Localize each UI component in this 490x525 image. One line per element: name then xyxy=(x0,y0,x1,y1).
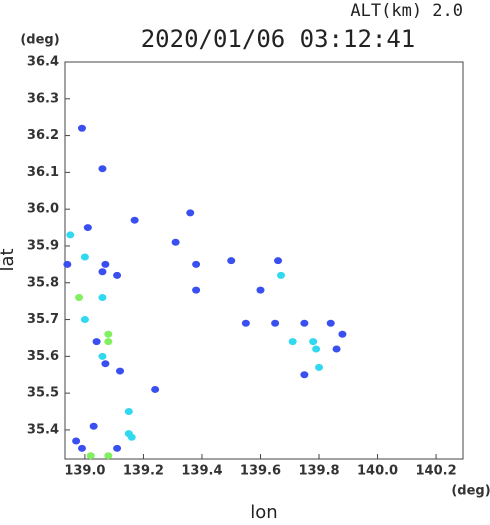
echo-point xyxy=(80,253,89,261)
y-tick-label: 36.1 xyxy=(27,165,59,180)
y-tick-label: 35.8 xyxy=(27,275,59,290)
echo-point xyxy=(101,360,110,368)
echo-point xyxy=(288,338,297,346)
y-tick-label: 36.4 xyxy=(27,55,59,70)
x-tick-label: 140.0 xyxy=(357,464,398,479)
echo-point xyxy=(104,330,113,338)
echo-point xyxy=(241,319,250,327)
echo-point xyxy=(332,345,341,353)
chart-title: 2020/01/06 03:12:41 xyxy=(141,25,416,53)
echo-point xyxy=(124,408,133,416)
echo-point xyxy=(338,330,347,338)
echo-point xyxy=(271,319,280,327)
echo-point xyxy=(86,452,95,460)
echo-point xyxy=(75,293,84,301)
echo-point xyxy=(89,422,98,430)
echo-point xyxy=(300,319,309,327)
echo-point xyxy=(192,286,201,294)
echo-point xyxy=(92,338,101,346)
echo-point xyxy=(83,224,92,232)
echo-point xyxy=(63,260,72,268)
y-tick-label: 35.5 xyxy=(27,386,59,401)
echo-point xyxy=(104,338,113,346)
echo-point xyxy=(80,316,89,324)
echo-point xyxy=(104,452,113,460)
echo-point xyxy=(192,260,201,268)
x-tick-label: 139.8 xyxy=(298,464,339,479)
echo-point xyxy=(171,238,180,246)
chart-subtitle: ALT(km) 2.0 xyxy=(350,1,463,21)
echo-point xyxy=(66,231,75,239)
echo-point xyxy=(274,257,283,265)
x-axis-label: lon xyxy=(250,502,277,521)
echo-point xyxy=(276,271,285,279)
echo-point xyxy=(77,444,86,452)
y-tick-label: 35.4 xyxy=(27,422,59,437)
echo-point xyxy=(256,286,265,294)
echo-point xyxy=(312,345,321,353)
echo-point xyxy=(101,260,110,268)
y-tick-label: 36.3 xyxy=(27,91,59,106)
y-unit: (deg) xyxy=(20,33,59,48)
y-tick-label: 35.6 xyxy=(27,349,59,364)
echo-point xyxy=(98,268,107,276)
y-tick-label: 35.9 xyxy=(27,238,59,253)
echo-point xyxy=(113,444,122,452)
echo-point xyxy=(113,271,122,279)
y-tick-label: 35.7 xyxy=(27,312,59,327)
echo-point xyxy=(227,257,236,265)
echo-point xyxy=(326,319,335,327)
echo-point xyxy=(186,209,195,217)
y-axis-label: lat xyxy=(0,248,18,271)
echo-point xyxy=(300,371,309,379)
echo-point xyxy=(315,363,324,371)
echo-point xyxy=(98,165,107,173)
echo-point xyxy=(98,293,107,301)
echo-point xyxy=(309,338,318,346)
y-tick-label: 36.2 xyxy=(27,128,59,143)
echo-point xyxy=(130,216,139,224)
echo-point xyxy=(151,385,160,393)
echo-point xyxy=(98,352,107,360)
echo-point xyxy=(72,437,81,445)
plot-area xyxy=(64,61,464,460)
x-tick-label: 140.2 xyxy=(416,464,457,479)
echo-point xyxy=(77,124,86,132)
x-tick-label: 139.6 xyxy=(240,464,281,479)
x-tick-label: 139.4 xyxy=(181,464,222,479)
echo-point xyxy=(116,367,125,375)
y-tick-label: 36.0 xyxy=(27,202,59,217)
x-tick-label: 139.2 xyxy=(123,464,164,479)
echo-point xyxy=(127,433,136,441)
x-unit: (deg) xyxy=(451,484,490,499)
x-tick-label: 139.0 xyxy=(64,464,105,479)
